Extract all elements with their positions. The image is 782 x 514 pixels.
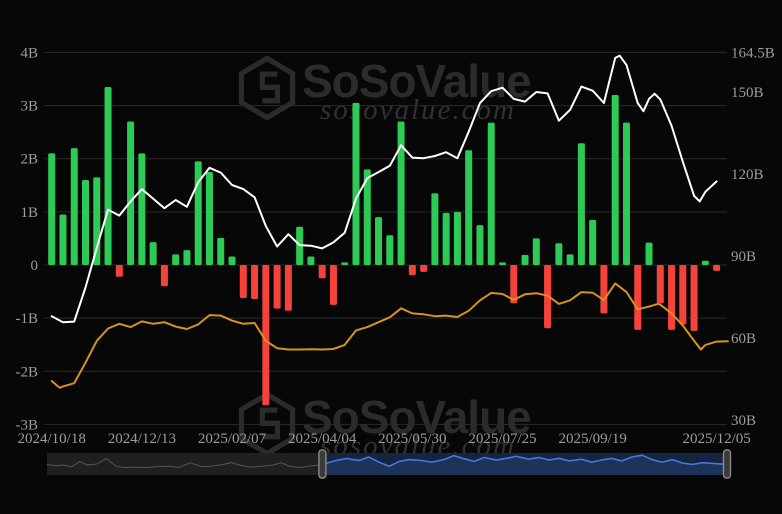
flow-bar [566, 254, 574, 265]
flow-bar [262, 265, 270, 406]
flow-bar [363, 169, 371, 265]
flow-bar [453, 211, 461, 265]
flow-bar [510, 265, 518, 304]
flow-bar [420, 265, 428, 272]
flow-bar [59, 214, 67, 265]
left-axis-label: 1B [20, 205, 38, 221]
flow-bar [329, 265, 337, 305]
right-axis-label: 30B [731, 413, 756, 429]
x-axis-label: 2025/07/25 [468, 431, 536, 447]
nav-sparkline-selected [322, 454, 728, 468]
flow-bar [149, 242, 157, 265]
flow-bar [476, 225, 484, 265]
flow-bar [431, 193, 439, 265]
flow-bar [273, 265, 281, 309]
x-axis-label: 2024/10/18 [18, 431, 86, 447]
flow-bar [228, 256, 236, 265]
nav-handle-right[interactable] [722, 449, 732, 479]
flow-bar [172, 254, 180, 265]
flow-bar [307, 256, 315, 265]
flow-bar [138, 153, 146, 265]
flow-bar [82, 179, 90, 265]
flow-bar [600, 265, 608, 314]
flow-bar [341, 262, 349, 265]
flow-bar [656, 265, 664, 304]
x-axis-label: 2025/09/19 [558, 431, 626, 447]
left-axis-label: 0 [31, 258, 39, 274]
flow-bar [386, 235, 394, 265]
flow-bar [104, 86, 112, 265]
flow-bar [521, 254, 529, 265]
left-axis-label: 3B [20, 99, 38, 115]
flow-bar [465, 150, 473, 265]
flow-bar [589, 219, 597, 265]
flow-bar [555, 243, 563, 265]
flow-bar [375, 217, 383, 265]
flow-bar [668, 265, 676, 330]
flow-bar [239, 265, 247, 298]
flow-bar [284, 265, 292, 311]
flow-bar [645, 242, 653, 265]
flow-bar [690, 265, 698, 331]
x-axis-label: 2024/12/13 [108, 431, 176, 447]
flow-bar [115, 265, 123, 277]
right-axis-label: 164.5B [731, 45, 775, 61]
flow-bar [408, 265, 416, 276]
nav-handle-left[interactable] [318, 449, 327, 479]
flow-bar [397, 121, 405, 265]
right-axis-label: 90B [731, 249, 756, 265]
right-axis-label: 60B [731, 331, 756, 347]
flow-bar [701, 260, 709, 265]
flow-bar [577, 143, 585, 265]
left-axis-label: 2B [20, 152, 38, 168]
flow-bar [634, 265, 642, 330]
total-value-white-line [50, 54, 718, 324]
x-axis-label: 2025/12/05 [682, 431, 750, 447]
nav-range-unselected[interactable] [47, 453, 323, 475]
right-axis-label: 120B [731, 167, 764, 183]
flow-bar [611, 94, 619, 265]
navigator[interactable] [40, 448, 740, 482]
x-axis-label: 2025/04/04 [288, 431, 357, 447]
flow-bar [160, 265, 168, 287]
right-axis-label: 150B [731, 85, 764, 101]
secondary-orange-line [50, 282, 729, 389]
left-axis-label: -3B [16, 417, 39, 433]
flow-bar [679, 265, 687, 325]
flow-bar [487, 122, 495, 266]
left-axis-label: -1B [16, 311, 39, 327]
flow-bar [127, 121, 135, 265]
flow-bar [352, 102, 360, 265]
flow-bar [183, 250, 191, 265]
nav-sparkline-unselected [46, 457, 323, 469]
flow-bar [194, 161, 202, 265]
left-axis-label: 4B [20, 45, 38, 61]
flow-bar [622, 122, 630, 266]
flow-bar [499, 262, 506, 265]
flow-bar [217, 237, 225, 265]
left-axis-label: -2B [16, 364, 39, 380]
flow-bar [713, 265, 721, 271]
flow-bar [93, 177, 101, 265]
x-axis-label: 2025/02/07 [198, 431, 267, 447]
flow-bar [70, 148, 78, 265]
flow-bar [205, 171, 213, 265]
flow-bar [318, 265, 326, 279]
flow-bar [442, 212, 450, 265]
flow-bar [251, 265, 259, 300]
flow-bar [48, 153, 56, 265]
flow-bar [532, 238, 540, 265]
x-axis-label: 2025/05/30 [378, 431, 446, 447]
